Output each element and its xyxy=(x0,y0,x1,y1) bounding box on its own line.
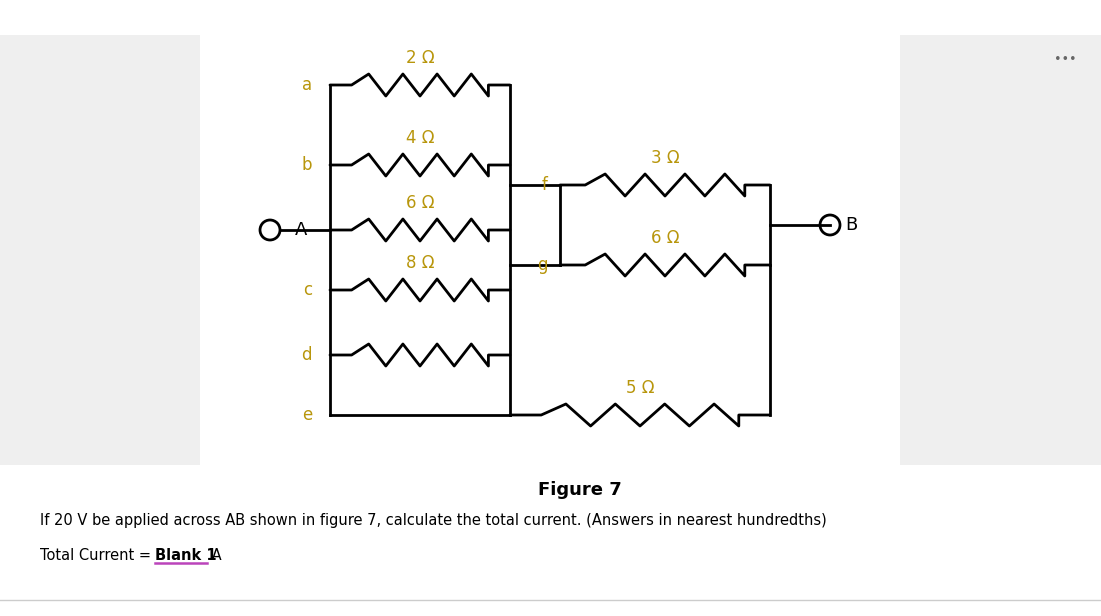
Text: •••: ••• xyxy=(1054,54,1077,67)
Text: 4 Ω: 4 Ω xyxy=(406,129,434,147)
Bar xyxy=(900,35,1101,465)
Text: 2 Ω: 2 Ω xyxy=(405,49,434,67)
Text: Blank 1: Blank 1 xyxy=(155,548,217,562)
Text: Figure 7: Figure 7 xyxy=(538,481,622,499)
Text: g: g xyxy=(537,256,548,274)
Text: A: A xyxy=(207,548,221,562)
Text: b: b xyxy=(302,156,312,174)
Text: d: d xyxy=(302,346,312,364)
Text: c: c xyxy=(303,281,312,299)
Bar xyxy=(0,35,200,465)
Text: Total Current =: Total Current = xyxy=(40,548,155,562)
Text: a: a xyxy=(302,76,312,94)
Text: f: f xyxy=(542,176,548,194)
Text: 3 Ω: 3 Ω xyxy=(651,149,679,167)
Text: If 20 V be applied across AB shown in figure 7, calculate the total current. (An: If 20 V be applied across AB shown in fi… xyxy=(40,513,827,527)
Text: 6 Ω: 6 Ω xyxy=(651,229,679,247)
Text: 5 Ω: 5 Ω xyxy=(625,379,654,397)
Text: 6 Ω: 6 Ω xyxy=(406,194,434,212)
Text: 8 Ω: 8 Ω xyxy=(406,254,434,272)
Text: A: A xyxy=(295,221,307,239)
Text: B: B xyxy=(844,216,858,234)
Text: e: e xyxy=(302,406,312,424)
